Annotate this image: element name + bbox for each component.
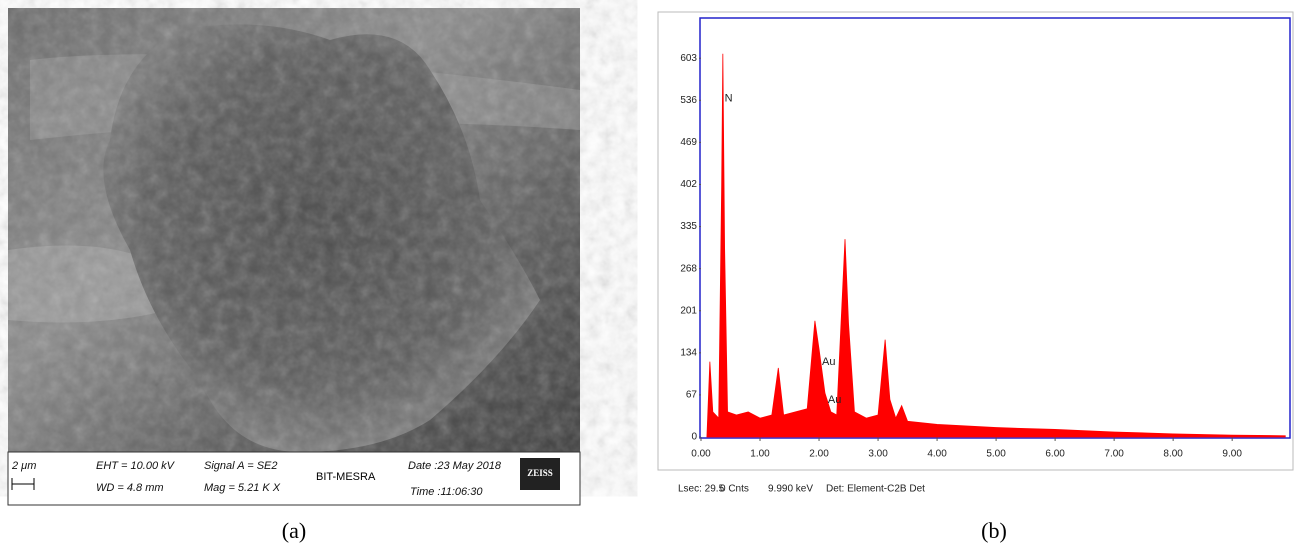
x-tick-label: 7.00 [1104,449,1124,460]
institute: BIT-MESRA [316,471,376,483]
date: Date :23 May 2018 [408,460,502,472]
x-tick-label: 3.00 [868,449,888,460]
y-tick-label: 335 [680,221,697,232]
x-tick-label: 4.00 [927,449,947,460]
wd: WD = 4.8 mm [96,482,164,494]
sem-image [8,8,580,452]
footer-text: 0 Cnts [720,484,749,495]
x-tick-label: 1.00 [750,449,770,460]
y-tick-label: 67 [686,390,698,401]
scale-bar-label: 2 μm [11,460,36,472]
mag: Mag = 5.21 K X [204,482,281,494]
peak-annotation: N [725,92,733,104]
logo: ZEISS [527,468,553,478]
y-tick-label: 603 [680,53,697,64]
x-tick-label: 0.00 [691,449,711,460]
spectrum [706,53,1286,438]
footer-text: 9.990 keV [768,484,813,495]
x-tick-label: 5.00 [986,449,1006,460]
footer-text: Det: Element-C2B Det [826,484,925,495]
y-tick-label: 402 [680,179,697,190]
caption-b: (b) [981,518,1007,543]
chart-frame [657,11,1294,471]
sem-info-bar: 2 μm EHT = 10.00 kV WD = 4.8 mm Signal A… [7,451,581,506]
caption-a: (a) [282,518,306,543]
time: Time :11:06:30 [410,486,483,498]
y-tick-label: 134 [680,347,697,358]
x-tick-label: 6.00 [1045,449,1065,460]
y-tick-label: 201 [680,305,697,316]
peak-annotation: Au [822,356,835,368]
x-tick-label: 9.00 [1222,449,1242,460]
y-tick-label: 0 [691,432,697,443]
y-tick-label: 536 [680,95,697,106]
footer-text: Lsec: 29.5 [678,484,725,495]
y-tick-label: 268 [680,263,697,274]
x-tick-label: 8.00 [1163,449,1183,460]
peak-annotation: Au [828,394,841,406]
y-tick-label: 469 [680,137,697,148]
x-tick-label: 2.00 [809,449,829,460]
plot-frame [699,17,1291,439]
eht: EHT = 10.00 kV [96,460,176,472]
signal: Signal A = SE2 [204,460,277,472]
